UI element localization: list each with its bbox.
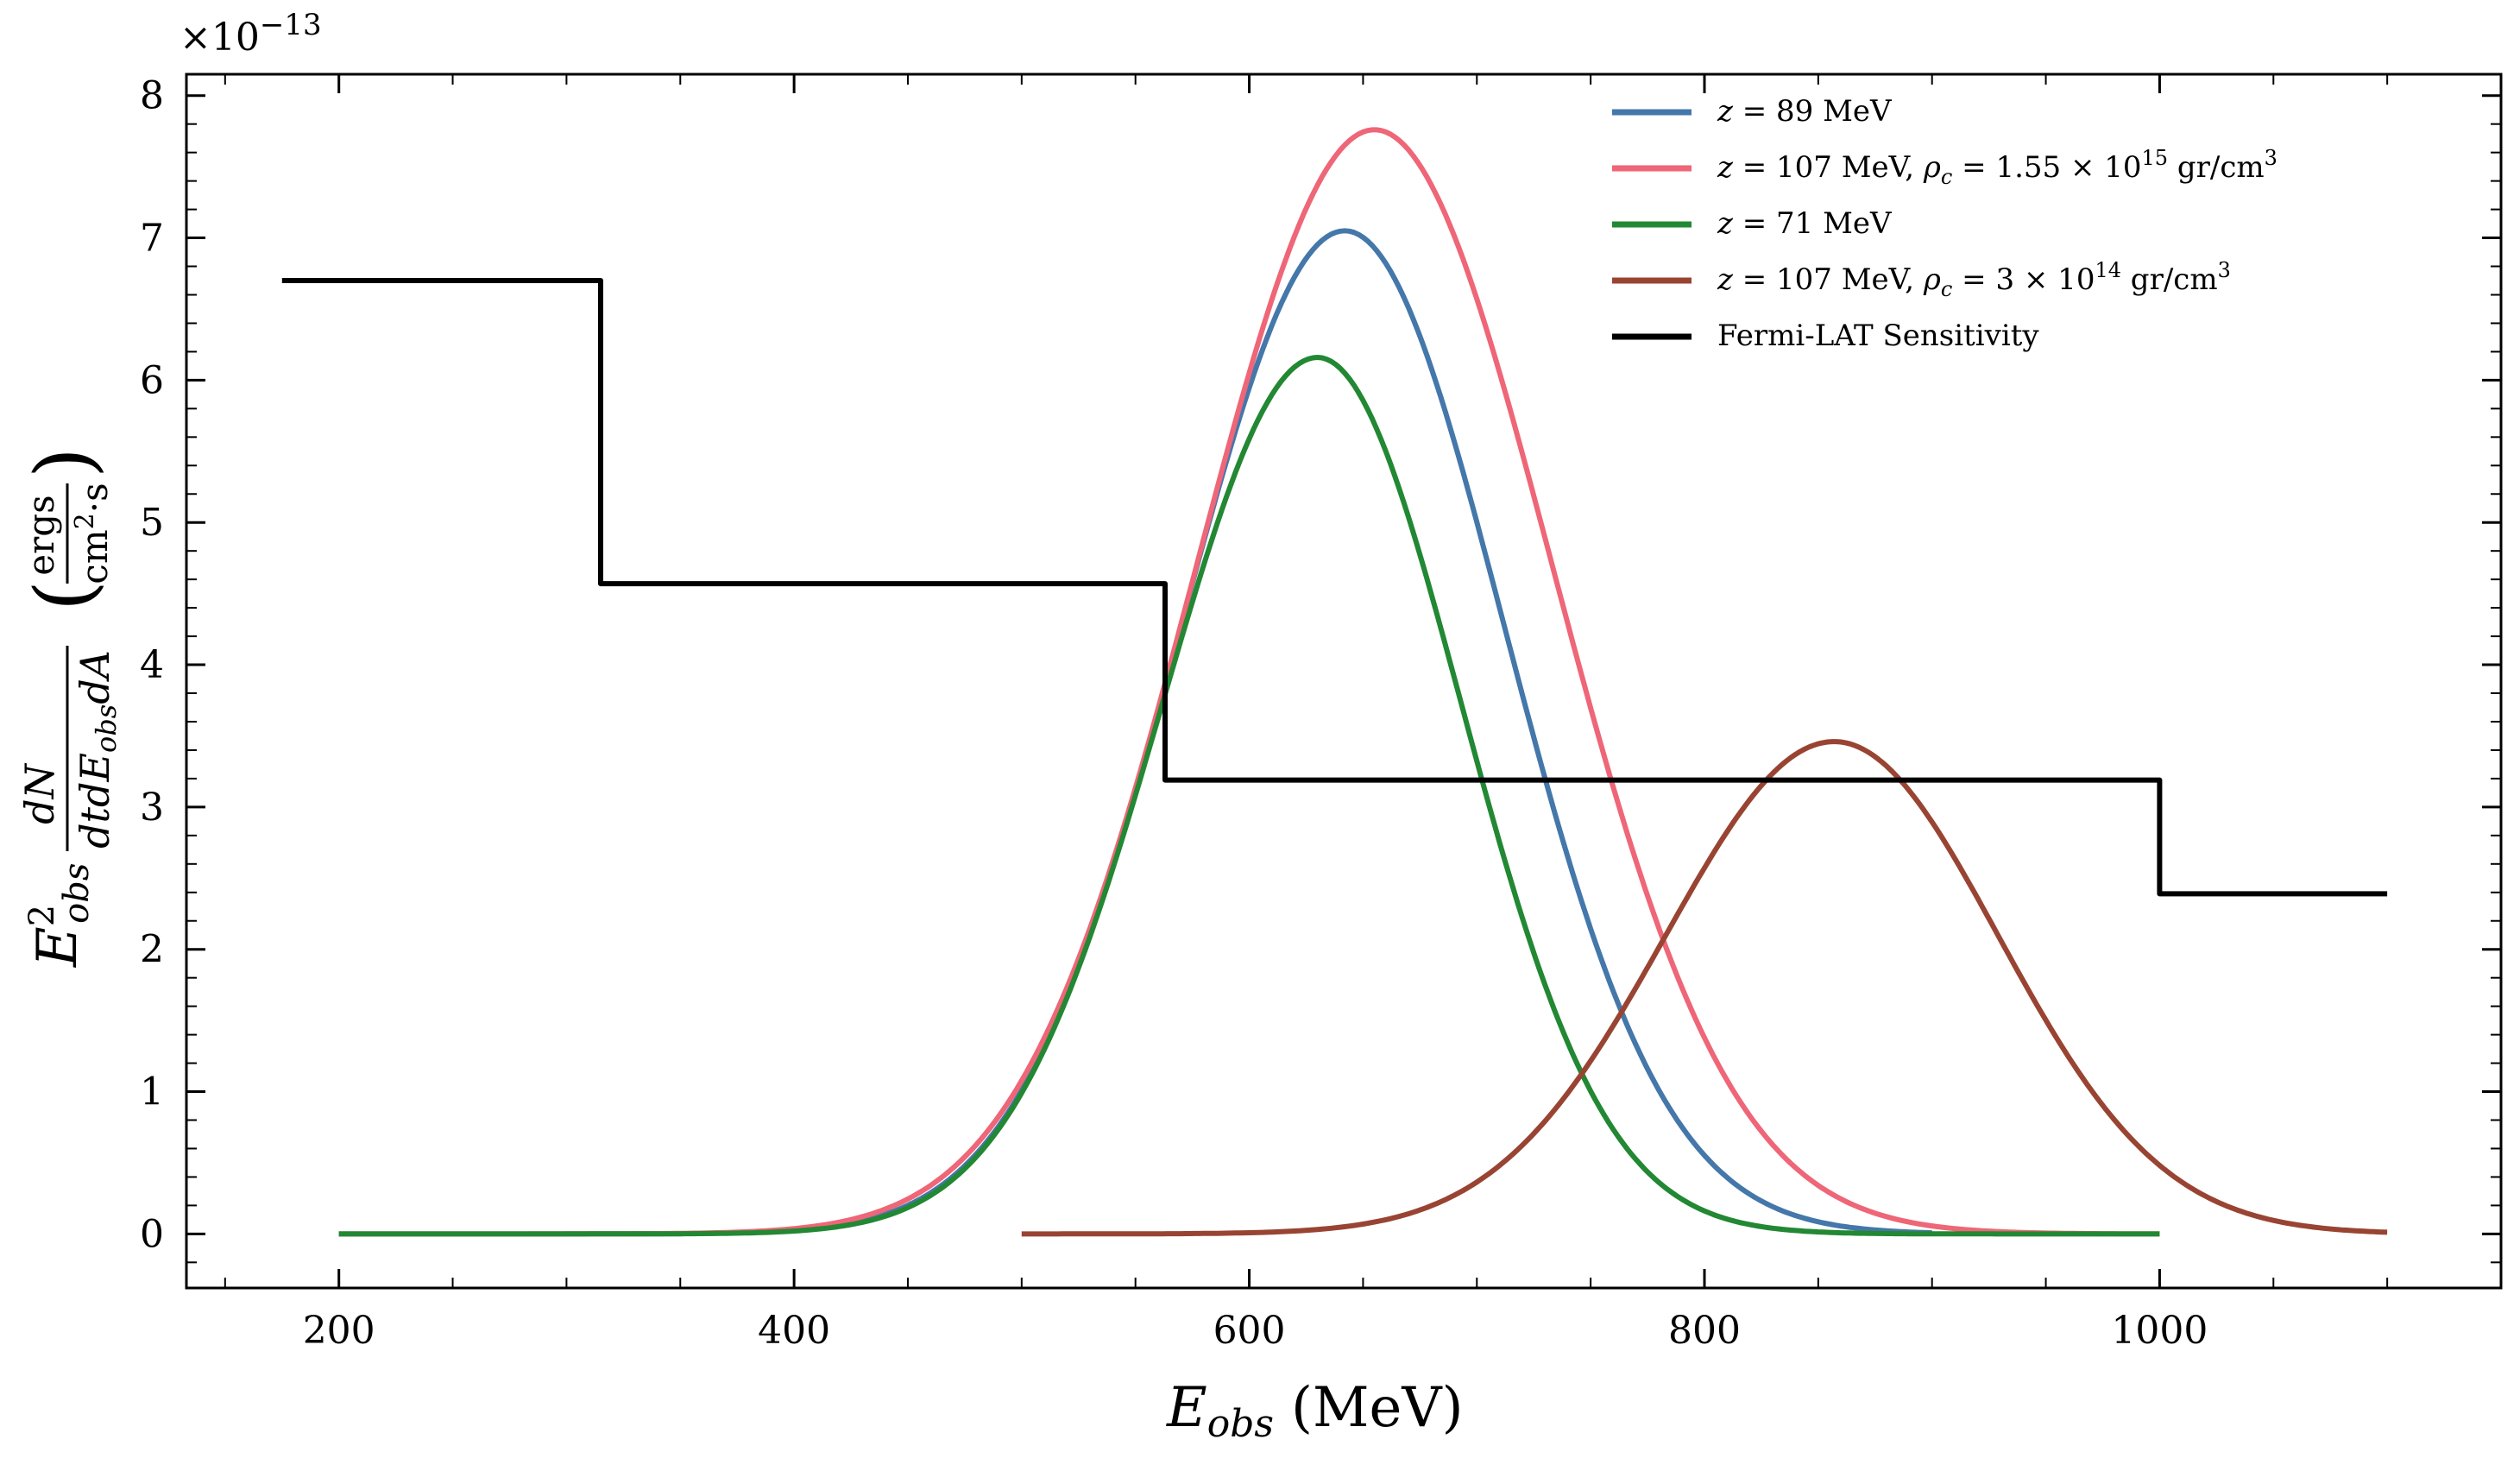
legend-item: z = 71 MeV: [1612, 206, 1893, 241]
y-tick-label: 6: [140, 358, 164, 402]
y-tick-label: 3: [140, 786, 164, 830]
tick-layer: [186, 74, 2502, 1288]
y-axis-label: E2obs dN dtdEobsdA ( ergs cm2·s ): [16, 447, 123, 968]
y-label-unit-num: ergs: [20, 495, 62, 575]
series-line-4: [281, 278, 2388, 897]
y-multiplier-base: ×10: [180, 16, 260, 60]
x-tick-label: 1000: [2111, 1309, 2208, 1353]
y-label-sup: 2: [22, 905, 62, 926]
y-multiplier-exp: −13: [260, 8, 322, 42]
y-label-e: E: [26, 926, 90, 968]
x-tick-label: 200: [303, 1309, 375, 1353]
x-tick-label: 800: [1668, 1309, 1741, 1353]
x-tick-label: 600: [1213, 1309, 1286, 1353]
series-line-3: [1021, 739, 2388, 1237]
y-label-paren-close: ): [18, 447, 110, 478]
svg-text:E2obs: E2obs: [22, 863, 97, 968]
y-label-frac-num: dN: [16, 762, 63, 824]
legend: z = 89 MeV z = 107 MeV, ρc = 1.55 × 1015 …: [1612, 94, 2277, 353]
series-layer: [281, 127, 2388, 1237]
y-tick-label: 7: [140, 217, 164, 261]
series-line-0: [338, 228, 1932, 1237]
legend-item: z = 89 MeV: [1612, 94, 1893, 129]
x-axis-label: Eobs (MeV): [1166, 1376, 1464, 1446]
y-tick-label: 2: [140, 928, 164, 972]
tick-label-layer: 200 400 600 800 1000 0 1 2 3 4 5 6 7 8: [140, 74, 2208, 1353]
plot-frame: [185, 73, 2503, 1290]
y-label-unit-den: cm2·s: [70, 483, 116, 584]
y-label-paren-open: (: [18, 580, 110, 611]
x-axis-label-main: E: [1166, 1376, 1207, 1440]
legend-label: z = 89 MeV: [1717, 94, 1893, 129]
legend-label: z = 71 MeV: [1717, 206, 1893, 241]
y-tick-label: 1: [140, 1070, 164, 1114]
y-label-frac-den: dtdEobsdA: [72, 650, 123, 849]
y-tick-label: 5: [140, 501, 164, 545]
y-label-sub: obs: [57, 863, 97, 924]
x-axis-label-sub: obs: [1207, 1402, 1274, 1446]
legend-item: Fermi-LAT Sensitivity: [1612, 319, 2039, 353]
x-axis-label-unit: (MeV): [1291, 1376, 1464, 1440]
legend-label: z = 107 MeV, ρc = 3 × 1014 gr/cm3: [1717, 258, 2231, 301]
legend-label: Fermi-LAT Sensitivity: [1717, 319, 2039, 353]
series-line-2: [338, 355, 2160, 1237]
legend-label: z = 107 MeV, ρc = 1.55 × 1015 gr/cm3: [1717, 146, 2277, 189]
y-tick-label: 8: [140, 74, 164, 118]
x-tick-label: 400: [758, 1309, 830, 1353]
legend-item: z = 107 MeV, ρc = 3 × 1014 gr/cm3: [1612, 258, 2231, 301]
y-tick-label: 4: [140, 643, 164, 687]
y-tick-label: 0: [140, 1212, 164, 1256]
legend-item: z = 107 MeV, ρc = 1.55 × 1015 gr/cm3: [1612, 146, 2277, 189]
y-multiplier-label: ×10−13: [180, 8, 322, 60]
